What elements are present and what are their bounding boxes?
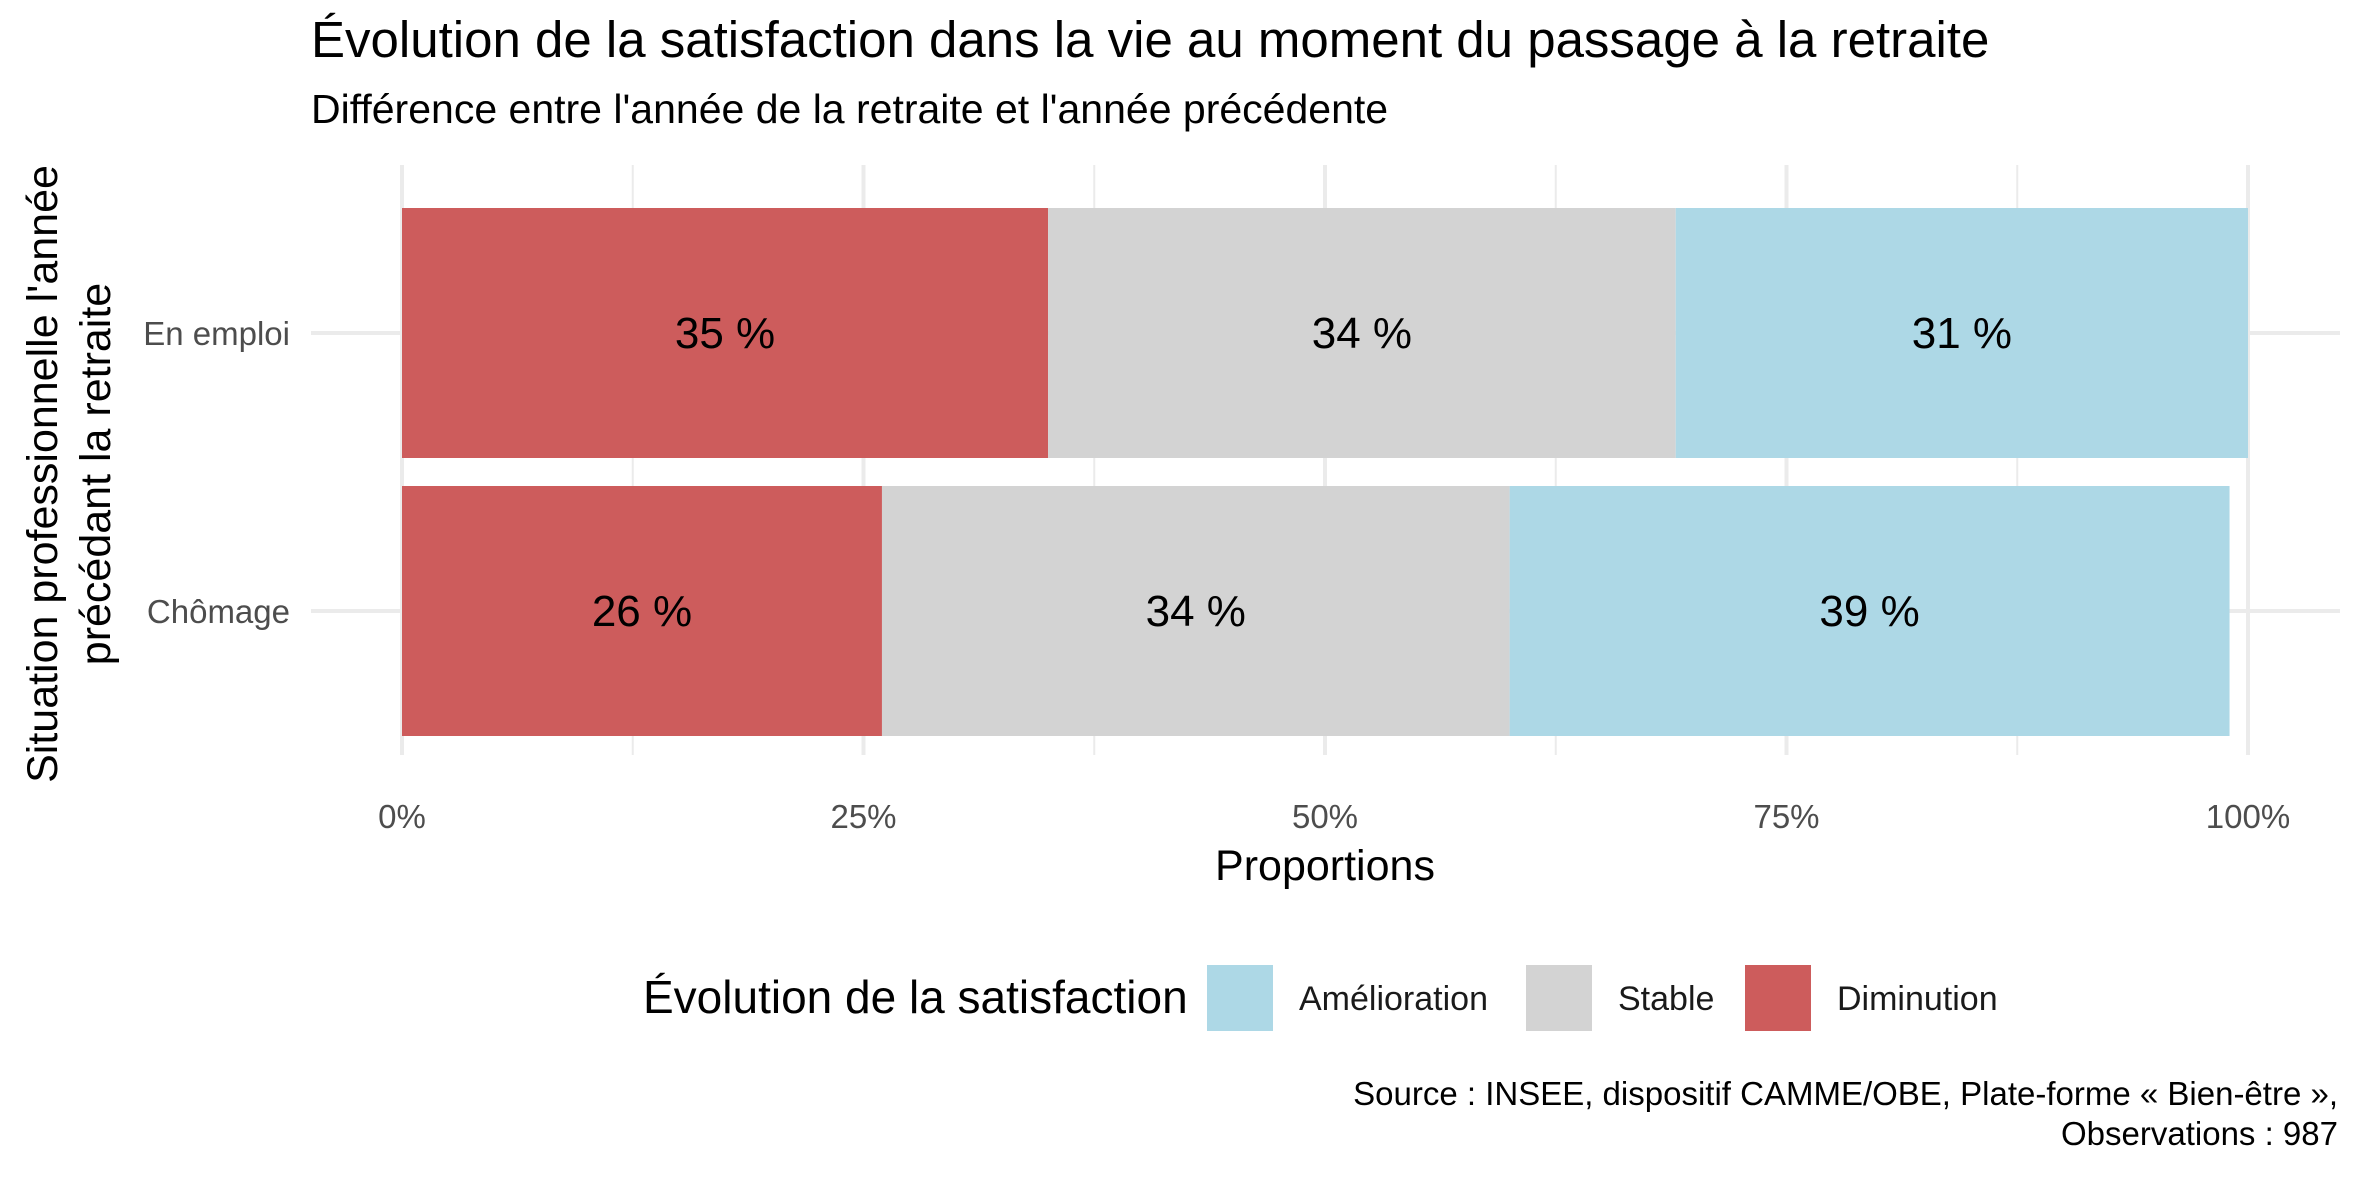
bar-diminution-2 [402,486,882,736]
legend-key-stable [1526,965,1592,1031]
legend-label-diminution: Diminution [1837,980,1998,1018]
x-tick-label: 0% [378,798,426,835]
legend-key-amelioration [1207,965,1273,1031]
x-axis-title: Proportions [1215,842,1435,890]
data-label: 34 % [1312,309,1412,358]
data-label: 39 % [1819,587,1919,636]
data-label: 34 % [1146,587,1246,636]
legend-label-stable: Stable [1618,980,1715,1018]
y-axis-title-line: Situation professionnelle l'année [19,165,67,783]
bar-stable-1 [1048,208,1676,458]
data-label: 35 % [675,309,775,358]
bar-stable-2 [881,486,1510,736]
bar-diminution-1 [402,208,1049,458]
caption-source: Source : INSEE, dispositif CAMME/OBE, Pl… [1353,1075,2338,1112]
legend-title: Évolution de la satisfaction [643,971,1188,1023]
x-tick-label: 50% [1292,798,1358,835]
y-axis-title: Situation professionnelle l'année précéda… [19,165,120,783]
y-axis-title-line: précédant la retraite [72,283,120,665]
legend-label-amelioration: Amélioration [1299,980,1488,1018]
chart-caption: Source : INSEE, dispositif CAMME/OBE, Pl… [1353,1074,2338,1154]
bar-amelioration-1 [1675,208,2248,458]
bar-amelioration-2 [1509,486,2230,736]
data-label: 31 % [1912,309,2012,358]
x-tick-label: 100% [2206,798,2290,835]
y-tick-label: En emploi [143,315,290,352]
x-tick-label: 25% [830,798,896,835]
data-label: 26 % [592,587,692,636]
caption-observations: Observations : 987 [2061,1115,2338,1152]
x-tick-label: 75% [1753,798,1819,835]
chart-title: Évolution de la satisfaction dans la vie… [311,11,1990,68]
y-tick-label: Chômage [147,593,290,630]
chart-subtitle: Différence entre l'année de la retraite … [311,86,1389,132]
legend-key-diminution [1745,965,1811,1031]
